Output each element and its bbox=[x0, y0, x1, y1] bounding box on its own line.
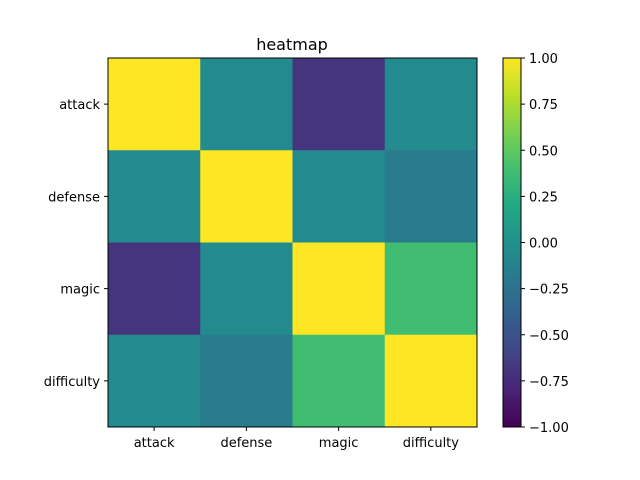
heatmap-cell-magic-defense bbox=[200, 242, 293, 336]
colorbar-gradient bbox=[503, 58, 521, 427]
x-tick-label: defense bbox=[220, 436, 272, 451]
colorbar-tick-label: −0.25 bbox=[529, 283, 569, 298]
x-tick-label: magic bbox=[319, 436, 359, 451]
heatmap-cell-defense-attack bbox=[108, 150, 201, 243]
y-tick-label: defense bbox=[48, 190, 100, 205]
colorbar-tick-label: 0.00 bbox=[529, 237, 558, 252]
heatmap-cell-attack-attack bbox=[108, 58, 201, 151]
colorbar-tick-label: −1.00 bbox=[529, 421, 569, 436]
heatmap-cells bbox=[108, 58, 478, 428]
colorbar-tick-label: 0.25 bbox=[529, 190, 558, 205]
heatmap-cell-defense-difficulty bbox=[384, 150, 478, 243]
heatmap-cell-magic-magic bbox=[292, 242, 386, 336]
colorbar: 1.00 0.75 0.50 0.25 0.00 −0.25 −0.50 −0.75 −1.00 bbox=[502, 52, 569, 436]
colorbar-tick-label: −0.50 bbox=[529, 329, 569, 344]
heatmap-cell-difficulty-defense bbox=[200, 334, 293, 428]
heatmap-cell-defense-defense bbox=[200, 150, 293, 243]
y-tick-label: difficulty bbox=[44, 375, 101, 390]
colorbar-tick-label: 0.50 bbox=[529, 144, 558, 159]
heatmap-cell-attack-defense bbox=[200, 58, 293, 151]
y-tick-label: magic bbox=[60, 283, 100, 298]
heatmap-cell-magic-difficulty bbox=[384, 242, 478, 336]
heatmap-cell-magic-attack bbox=[108, 242, 201, 336]
heatmap-cell-attack-magic bbox=[292, 58, 386, 151]
x-tick-label: attack bbox=[134, 436, 175, 451]
y-tick-label: attack bbox=[59, 98, 100, 113]
heatmap-cell-attack-difficulty bbox=[384, 58, 478, 151]
heatmap-cell-defense-magic bbox=[292, 150, 386, 243]
x-axis: attack defense magic difficulty bbox=[134, 427, 460, 451]
colorbar-tick-label: 0.75 bbox=[529, 98, 558, 113]
colorbar-tick-label: 1.00 bbox=[529, 52, 558, 67]
heatmap-cell-difficulty-magic bbox=[292, 334, 386, 428]
chart-title: heatmap bbox=[256, 35, 328, 54]
plot-frame bbox=[107, 57, 478, 428]
heatmap-cell-difficulty-difficulty bbox=[384, 334, 478, 428]
heatmap-cell-difficulty-attack bbox=[108, 334, 201, 428]
y-axis: attack defense magic difficulty bbox=[44, 98, 108, 390]
x-tick-label: difficulty bbox=[403, 436, 460, 451]
colorbar-tick-label: −0.75 bbox=[529, 375, 569, 390]
